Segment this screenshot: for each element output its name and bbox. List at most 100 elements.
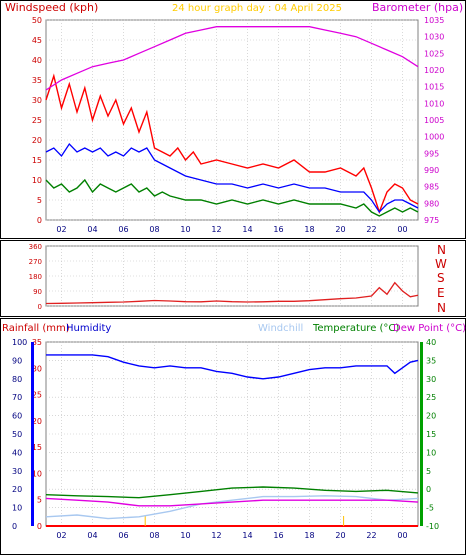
avg-windspeed-series: [45, 142, 419, 214]
temp-ytick-label: 25: [426, 393, 436, 402]
baro-ytick-label: 985: [424, 183, 439, 192]
temp-ytick-label: 35: [426, 356, 436, 365]
hum-xtick-label: 12: [211, 531, 221, 540]
wind-direction-series: [45, 281, 419, 305]
rain-ytick-label: 30: [32, 364, 42, 373]
baro-ytick-label: 1035: [424, 16, 444, 25]
wind-xtick-label: 14: [242, 225, 252, 234]
humidity-ytick-label: 100: [12, 338, 27, 347]
temp-ytick-label: 15: [426, 430, 436, 439]
wind-ytick-label: 0: [37, 216, 42, 225]
wind-ytick-label: 25: [32, 116, 42, 125]
temp-ytick-label: -5: [426, 504, 434, 513]
dir-ytick-label: 360: [29, 243, 42, 251]
humidity-ytick-label: 30: [12, 467, 22, 476]
wind-ytick-label: 20: [32, 136, 42, 145]
baro-ytick-label: 995: [424, 149, 439, 158]
hum-xtick-label: 00: [397, 531, 407, 540]
hum-xtick-label: 04: [87, 531, 97, 540]
baro-ytick-label: 1030: [424, 33, 444, 42]
humidity-ytick-label: 0: [12, 522, 17, 531]
humidity-ytick-label: 20: [12, 485, 22, 494]
barometer-series: [45, 26, 419, 91]
header-barometer-label: Barometer (hpa): [372, 1, 463, 14]
wind-xtick-label: 10: [180, 225, 190, 234]
rain-ytick-label: 25: [32, 391, 42, 400]
hum-xtick-label: 14: [242, 531, 252, 540]
header-humidity-label: Humidity: [66, 323, 111, 334]
dir-ytick-label: 270: [29, 258, 42, 266]
wind-ytick-label: 50: [32, 16, 42, 25]
baro-ytick-label: 1025: [424, 49, 444, 58]
dir-ytick-label: 90: [33, 288, 42, 296]
temp-ytick-label: -10: [426, 522, 439, 531]
baro-ytick-label: 1010: [424, 99, 444, 108]
wind-xtick-label: 02: [56, 225, 66, 234]
temp-ytick-label: 20: [426, 412, 436, 421]
wind-xtick-label: 00: [397, 225, 407, 234]
humidity-ytick-label: 70: [12, 393, 22, 402]
hum-xtick-label: 06: [118, 531, 128, 540]
baro-ytick-label: 975: [424, 216, 439, 225]
dir-label-e: E: [437, 286, 445, 300]
wind-xtick-label: 06: [118, 225, 128, 234]
wind-ytick-label: 5: [37, 196, 42, 205]
hum-xtick-label: 10: [180, 531, 190, 540]
rain-ytick-label: 5: [37, 496, 42, 505]
humidity-ytick-label: 60: [12, 412, 22, 421]
header-dewpoint-label: Dew Point (°C): [393, 323, 466, 334]
wind-ytick-label: 30: [32, 96, 42, 105]
temperature-axis-bar: [420, 342, 423, 526]
baro-ytick-label: 980: [424, 199, 439, 208]
hum-xtick-label: 22: [366, 531, 376, 540]
wind-xtick-label: 04: [87, 225, 97, 234]
rain-ytick-label: 10: [32, 469, 42, 478]
dir-label-n2: N: [437, 301, 446, 315]
temp-ytick-label: 30: [426, 375, 436, 384]
dewpoint-series: [45, 497, 419, 507]
rain-ytick-label: 15: [32, 443, 42, 452]
temperature-series: [45, 486, 419, 499]
panel-dir-frame: [0, 240, 466, 317]
windspeed-series: [45, 73, 419, 215]
rain-ytick-label: 0: [37, 522, 42, 531]
baro-ytick-label: 1005: [424, 116, 444, 125]
wind-xtick-label: 22: [366, 225, 376, 234]
panel-bottom-frame: [0, 318, 466, 555]
hum-xtick-label: 08: [149, 531, 159, 540]
wind-ytick-label: 15: [32, 156, 42, 165]
temp-ytick-label: 40: [426, 338, 436, 347]
header-date-title: 24 hour graph day : 04 April 2025: [172, 3, 342, 14]
hum-xtick-label: 18: [304, 531, 314, 540]
wind-xtick-label: 12: [211, 225, 221, 234]
wind-xtick-label: 20: [335, 225, 345, 234]
humidity-ytick-label: 90: [12, 356, 22, 365]
windchill-series: [45, 495, 419, 520]
header-rainfall-label: Rainfall (mm): [2, 323, 70, 334]
humidity-ytick-label: 10: [12, 504, 22, 513]
baro-ytick-label: 1020: [424, 66, 444, 75]
humidity-ytick-label: 40: [12, 448, 22, 457]
series-layer: [45, 26, 419, 527]
dir-ytick-label: 180: [29, 273, 42, 281]
rain-ytick-label: 35: [32, 338, 42, 347]
wind-green-series: [45, 178, 419, 217]
temp-ytick-label: 5: [426, 467, 431, 476]
dir-ytick-label: 0: [38, 303, 42, 311]
header-windspeed-label: Windspeed (kph): [5, 1, 98, 14]
wind-xtick-label: 08: [149, 225, 159, 234]
panel-top-frame: [0, 0, 466, 239]
baro-ytick-label: 1015: [424, 83, 444, 92]
hum-xtick-label: 02: [56, 531, 66, 540]
wind-ytick-label: 10: [32, 176, 42, 185]
wind-ytick-label: 45: [32, 36, 42, 45]
humidity-series: [46, 354, 419, 380]
wind-xtick-label: 16: [273, 225, 283, 234]
hum-xtick-label: 20: [335, 531, 345, 540]
baro-ytick-label: 1000: [424, 133, 444, 142]
humidity-axis-bar: [31, 342, 34, 526]
header-windchill-label: Windchill: [258, 323, 303, 334]
dir-label-s: S: [437, 271, 445, 285]
humidity-ytick-label: 50: [12, 430, 22, 439]
